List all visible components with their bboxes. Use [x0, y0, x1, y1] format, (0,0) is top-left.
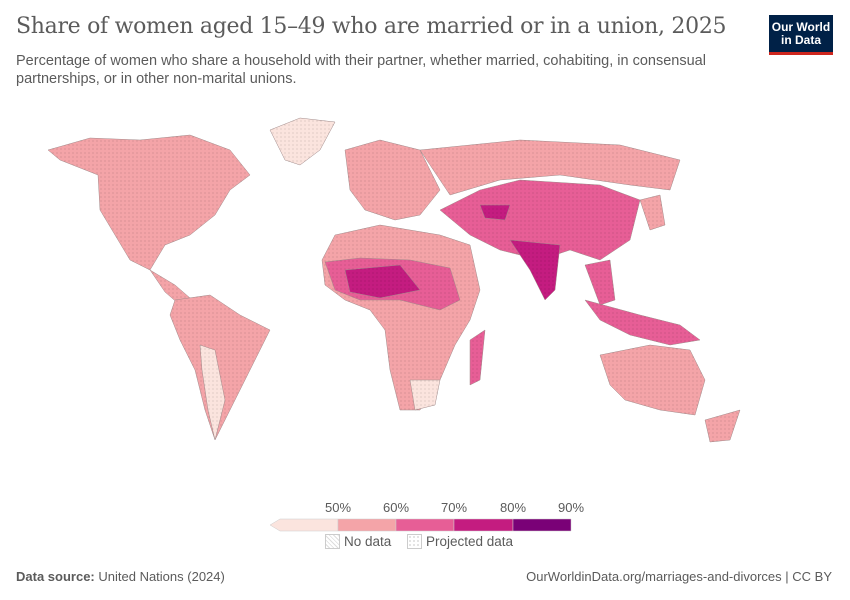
- map-region[interactable]: [409, 379, 441, 411]
- owid-logo[interactable]: Our World in Data: [769, 15, 833, 55]
- legend-projected[interactable]: Projected data: [407, 534, 513, 549]
- map-legend: 50% 60% 70% 80% 90% No data Projected da…: [270, 498, 590, 550]
- legend-color-bar: [270, 518, 572, 532]
- map-region[interactable]: [599, 344, 706, 416]
- map-region[interactable]: [584, 259, 616, 306]
- map-region[interactable]: [584, 299, 701, 346]
- legend-bin[interactable]: [270, 518, 339, 532]
- data-source: Data source: United Nations (2024): [16, 569, 225, 584]
- legend-bin[interactable]: [512, 518, 572, 532]
- legend-bin[interactable]: [453, 518, 514, 532]
- map-region[interactable]: [509, 239, 561, 301]
- projected-label: Projected data: [426, 534, 514, 549]
- legend-bin[interactable]: [337, 518, 397, 532]
- map-region[interactable]: [321, 224, 481, 411]
- owid-url[interactable]: OurWorldinData.org/marriages-and-divorce…: [526, 569, 832, 584]
- projected-swatch: [407, 534, 422, 549]
- source-label: Data source:: [16, 569, 95, 584]
- map-region[interactable]: [47, 134, 251, 271]
- legend-tick: 60%: [382, 500, 410, 515]
- map-region[interactable]: [704, 409, 741, 443]
- map-region[interactable]: [469, 329, 486, 386]
- legend-tick: 70%: [440, 500, 468, 515]
- legend-tick: 50%: [324, 500, 352, 515]
- no-data-swatch: [325, 534, 340, 549]
- legend-no-data[interactable]: No data: [325, 534, 391, 549]
- chart-title: Share of women aged 15–49 who are marrie…: [16, 14, 727, 39]
- source-link[interactable]: United Nations (2024): [98, 569, 225, 584]
- logo-line-2: in Data: [780, 32, 821, 47]
- map-region[interactable]: [269, 117, 336, 166]
- legend-tick: 80%: [499, 500, 527, 515]
- legend-tick: 90%: [557, 500, 585, 515]
- chart-subtitle: Percentage of women who share a househol…: [16, 53, 706, 87]
- legend-bin[interactable]: [395, 518, 455, 532]
- world-map: [47, 117, 741, 443]
- logo-line-1: Our World: [771, 19, 831, 34]
- map-region[interactable]: [639, 194, 666, 231]
- no-data-label: No data: [344, 534, 392, 549]
